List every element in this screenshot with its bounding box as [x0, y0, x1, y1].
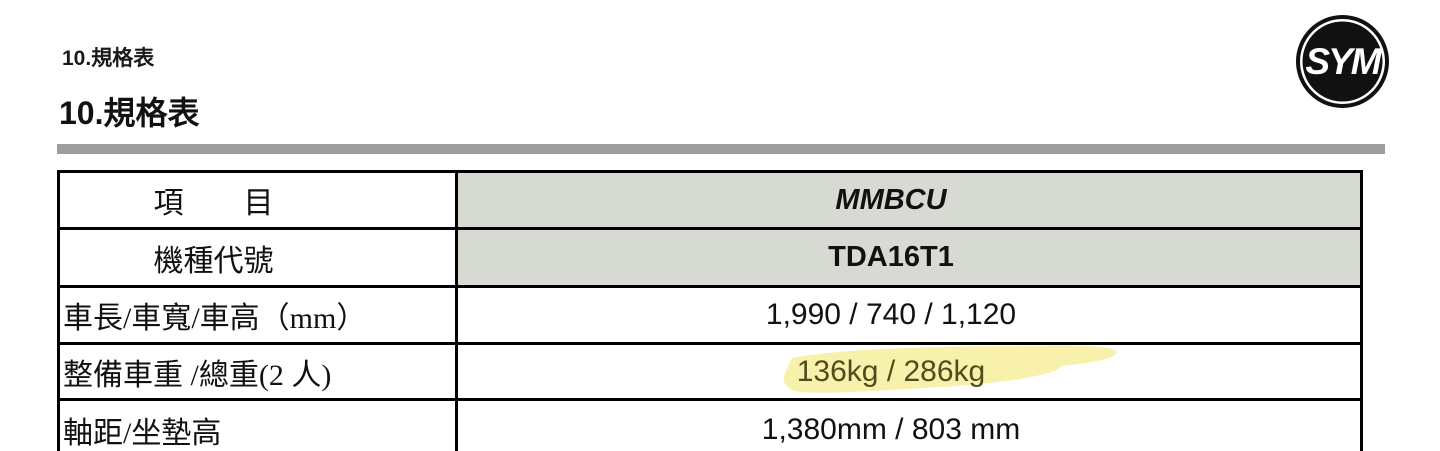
row-label-cell: 整備車重 /總重(2 人) [57, 342, 458, 401]
row-value-cell: 1,990 / 740 / 1,120 [455, 285, 1363, 345]
logo-outer-ring [1296, 15, 1389, 108]
sym-logo-svg: SYM [1296, 15, 1389, 108]
row-value-cell: 1,380mm / 803 mm [455, 398, 1363, 451]
title-divider-bar [57, 144, 1385, 154]
row-label-cell: 機種代號 [57, 227, 458, 288]
table-row: 機種代號 TDA16T1 [57, 227, 1363, 288]
sym-logo-text: SYM [1305, 41, 1382, 82]
spec-table: 項 目 MMBCU 機種代號 TDA16T1 車長/車寬/車高（mm） 1,99… [57, 170, 1363, 451]
table-row: 車長/車寬/車高（mm） 1,990 / 740 / 1,120 [57, 285, 1363, 345]
sym-logo-icon: SYM [1294, 13, 1391, 110]
table-row: 軸距/坐墊高 1,380mm / 803 mm [57, 398, 1363, 451]
logo-disc [1302, 21, 1383, 102]
page-title: 10.規格表 [59, 95, 200, 131]
row-label-cell: 車長/車寬/車高（mm） [57, 285, 458, 345]
item-header-cell: 項 目 [57, 170, 458, 230]
row-value-cell: 136kg / 286kg [455, 342, 1363, 401]
table-row: 整備車重 /總重(2 人) 136kg / 286kg [57, 342, 1363, 401]
row-value-cell: TDA16T1 [455, 227, 1363, 288]
row-label-cell: 軸距/坐墊高 [57, 398, 458, 451]
model-header-cell: MMBCU [455, 170, 1363, 230]
running-header: 10.規格表 [62, 47, 155, 70]
highlighted-value: 136kg / 286kg [796, 354, 986, 388]
table-header-row: 項 目 MMBCU [57, 170, 1363, 230]
